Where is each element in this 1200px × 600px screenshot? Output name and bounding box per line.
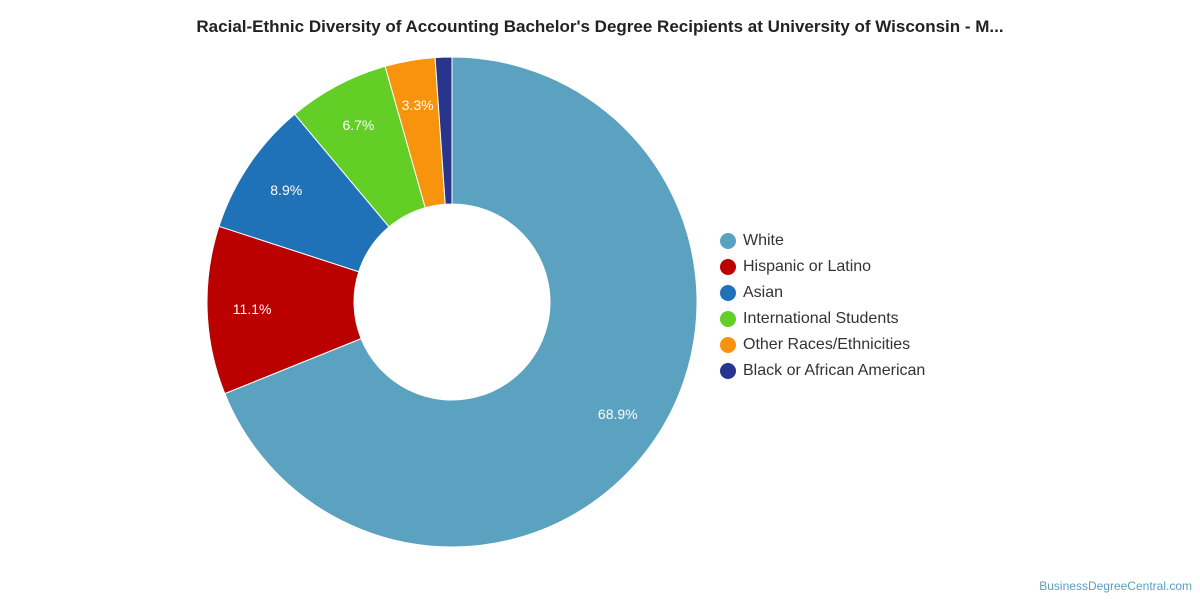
legend-marker-icon	[720, 233, 736, 249]
legend-item-white[interactable]: White	[720, 228, 925, 254]
slice-labels: 68.9% 11.1% 8.9% 6.7% 3.3%	[233, 97, 638, 422]
slice-label-other-races-ethnicities: 3.3%	[402, 97, 434, 113]
donut-slices	[206, 56, 698, 548]
legend-label: White	[743, 232, 784, 249]
chart-legend: White Hispanic or Latino Asian Internationa…	[720, 228, 925, 384]
slice-label-international-students: 6.7%	[342, 117, 374, 133]
watermark[interactable]: BusinessDegreeCentral.com	[1039, 579, 1192, 593]
legend-marker-icon	[720, 311, 736, 327]
legend-item-other-races-ethnicities[interactable]: Other Races/Ethnicities	[720, 332, 925, 358]
slice-white[interactable]	[224, 56, 698, 548]
legend-label: Asian	[743, 284, 784, 301]
slice-hispanic-or-latino[interactable]	[206, 225, 362, 395]
slice-label-hispanic-or-latino: 11.1%	[233, 301, 272, 317]
chart-title: Racial-Ethnic Diversity of Accounting Ba…	[196, 17, 1004, 36]
legend-marker-icon	[720, 259, 736, 275]
legend-label: Hispanic or Latino	[743, 258, 872, 275]
legend-label: Black or African American	[743, 362, 926, 379]
legend-label: Other Races/Ethnicities	[743, 336, 911, 353]
legend-label: International Students	[743, 310, 899, 327]
legend-item-hispanic-or-latino[interactable]: Hispanic or Latino	[720, 254, 925, 280]
legend-marker-icon	[720, 285, 736, 301]
legend-item-black-or-african-american[interactable]: Black or African American	[720, 358, 925, 384]
legend-marker-icon	[720, 363, 736, 379]
legend-marker-icon	[720, 337, 736, 353]
slice-label-white: 68.9%	[598, 406, 638, 422]
legend-item-asian[interactable]: Asian	[720, 280, 925, 306]
slice-black-or-african-american[interactable]	[434, 56, 453, 205]
legend-item-international-students[interactable]: International Students	[720, 306, 925, 332]
slice-label-asian: 8.9%	[270, 182, 302, 198]
